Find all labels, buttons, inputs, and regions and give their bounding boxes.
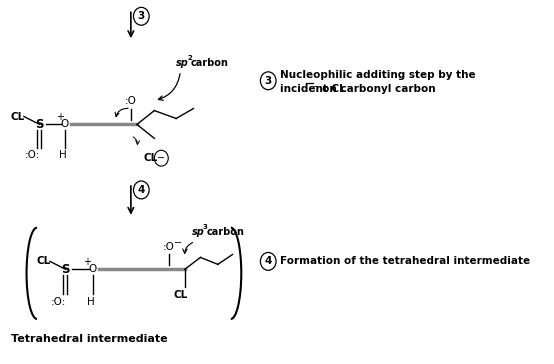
Text: CL: CL: [144, 153, 158, 163]
Text: 3: 3: [138, 11, 145, 21]
Text: sp: sp: [192, 227, 204, 237]
Text: carbon: carbon: [191, 58, 229, 68]
Text: CL: CL: [11, 111, 25, 122]
Text: 3: 3: [265, 76, 272, 86]
Text: ⁻ on carbonyl carbon: ⁻ on carbonyl carbon: [314, 84, 436, 94]
Text: CL: CL: [173, 290, 188, 300]
Text: :O: :O: [125, 96, 137, 106]
Text: 2: 2: [187, 55, 192, 61]
Text: O: O: [89, 264, 97, 274]
Text: 4: 4: [265, 256, 272, 266]
Text: sp: sp: [176, 58, 189, 68]
Text: S: S: [61, 263, 70, 276]
Text: carbon: carbon: [207, 227, 244, 237]
Text: 4: 4: [137, 185, 145, 195]
Text: Formation of the tetrahedral intermediate: Formation of the tetrahedral intermediat…: [280, 256, 531, 266]
Text: CL: CL: [37, 256, 51, 266]
Text: :O:: :O:: [51, 297, 66, 307]
Text: H: H: [87, 297, 95, 307]
Text: −: −: [174, 238, 182, 248]
Text: Nucleophilic additing step by the: Nucleophilic additing step by the: [280, 70, 476, 80]
Text: +: +: [55, 112, 64, 123]
Text: :O:: :O:: [25, 150, 40, 160]
Text: 3: 3: [203, 223, 208, 230]
Text: +: +: [84, 257, 91, 268]
Text: :O: :O: [163, 242, 175, 253]
Text: Tetrahedral intermediate: Tetrahedral intermediate: [11, 334, 167, 344]
Text: −: −: [157, 153, 165, 163]
Text: S: S: [35, 118, 44, 131]
Text: incident CL: incident CL: [280, 84, 346, 94]
Text: O: O: [61, 119, 69, 130]
Text: H: H: [59, 150, 67, 160]
